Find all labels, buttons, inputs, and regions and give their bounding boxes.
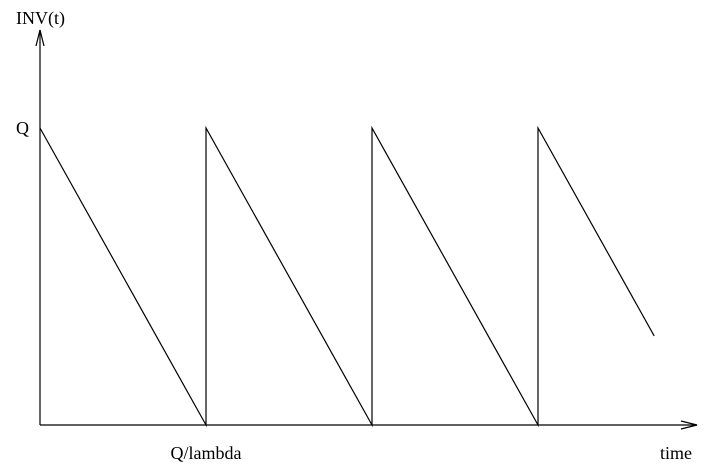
y-tick-label: Q [16,118,29,138]
x-axis-arrowhead [680,420,698,430]
y-axis-arrowhead [35,29,45,47]
x-tick-label: Q/lambda [171,443,242,463]
x-axis-label: time [660,443,692,463]
inventory-series-line [39,125,655,428]
y-axis-label: INV(t) [16,8,65,29]
